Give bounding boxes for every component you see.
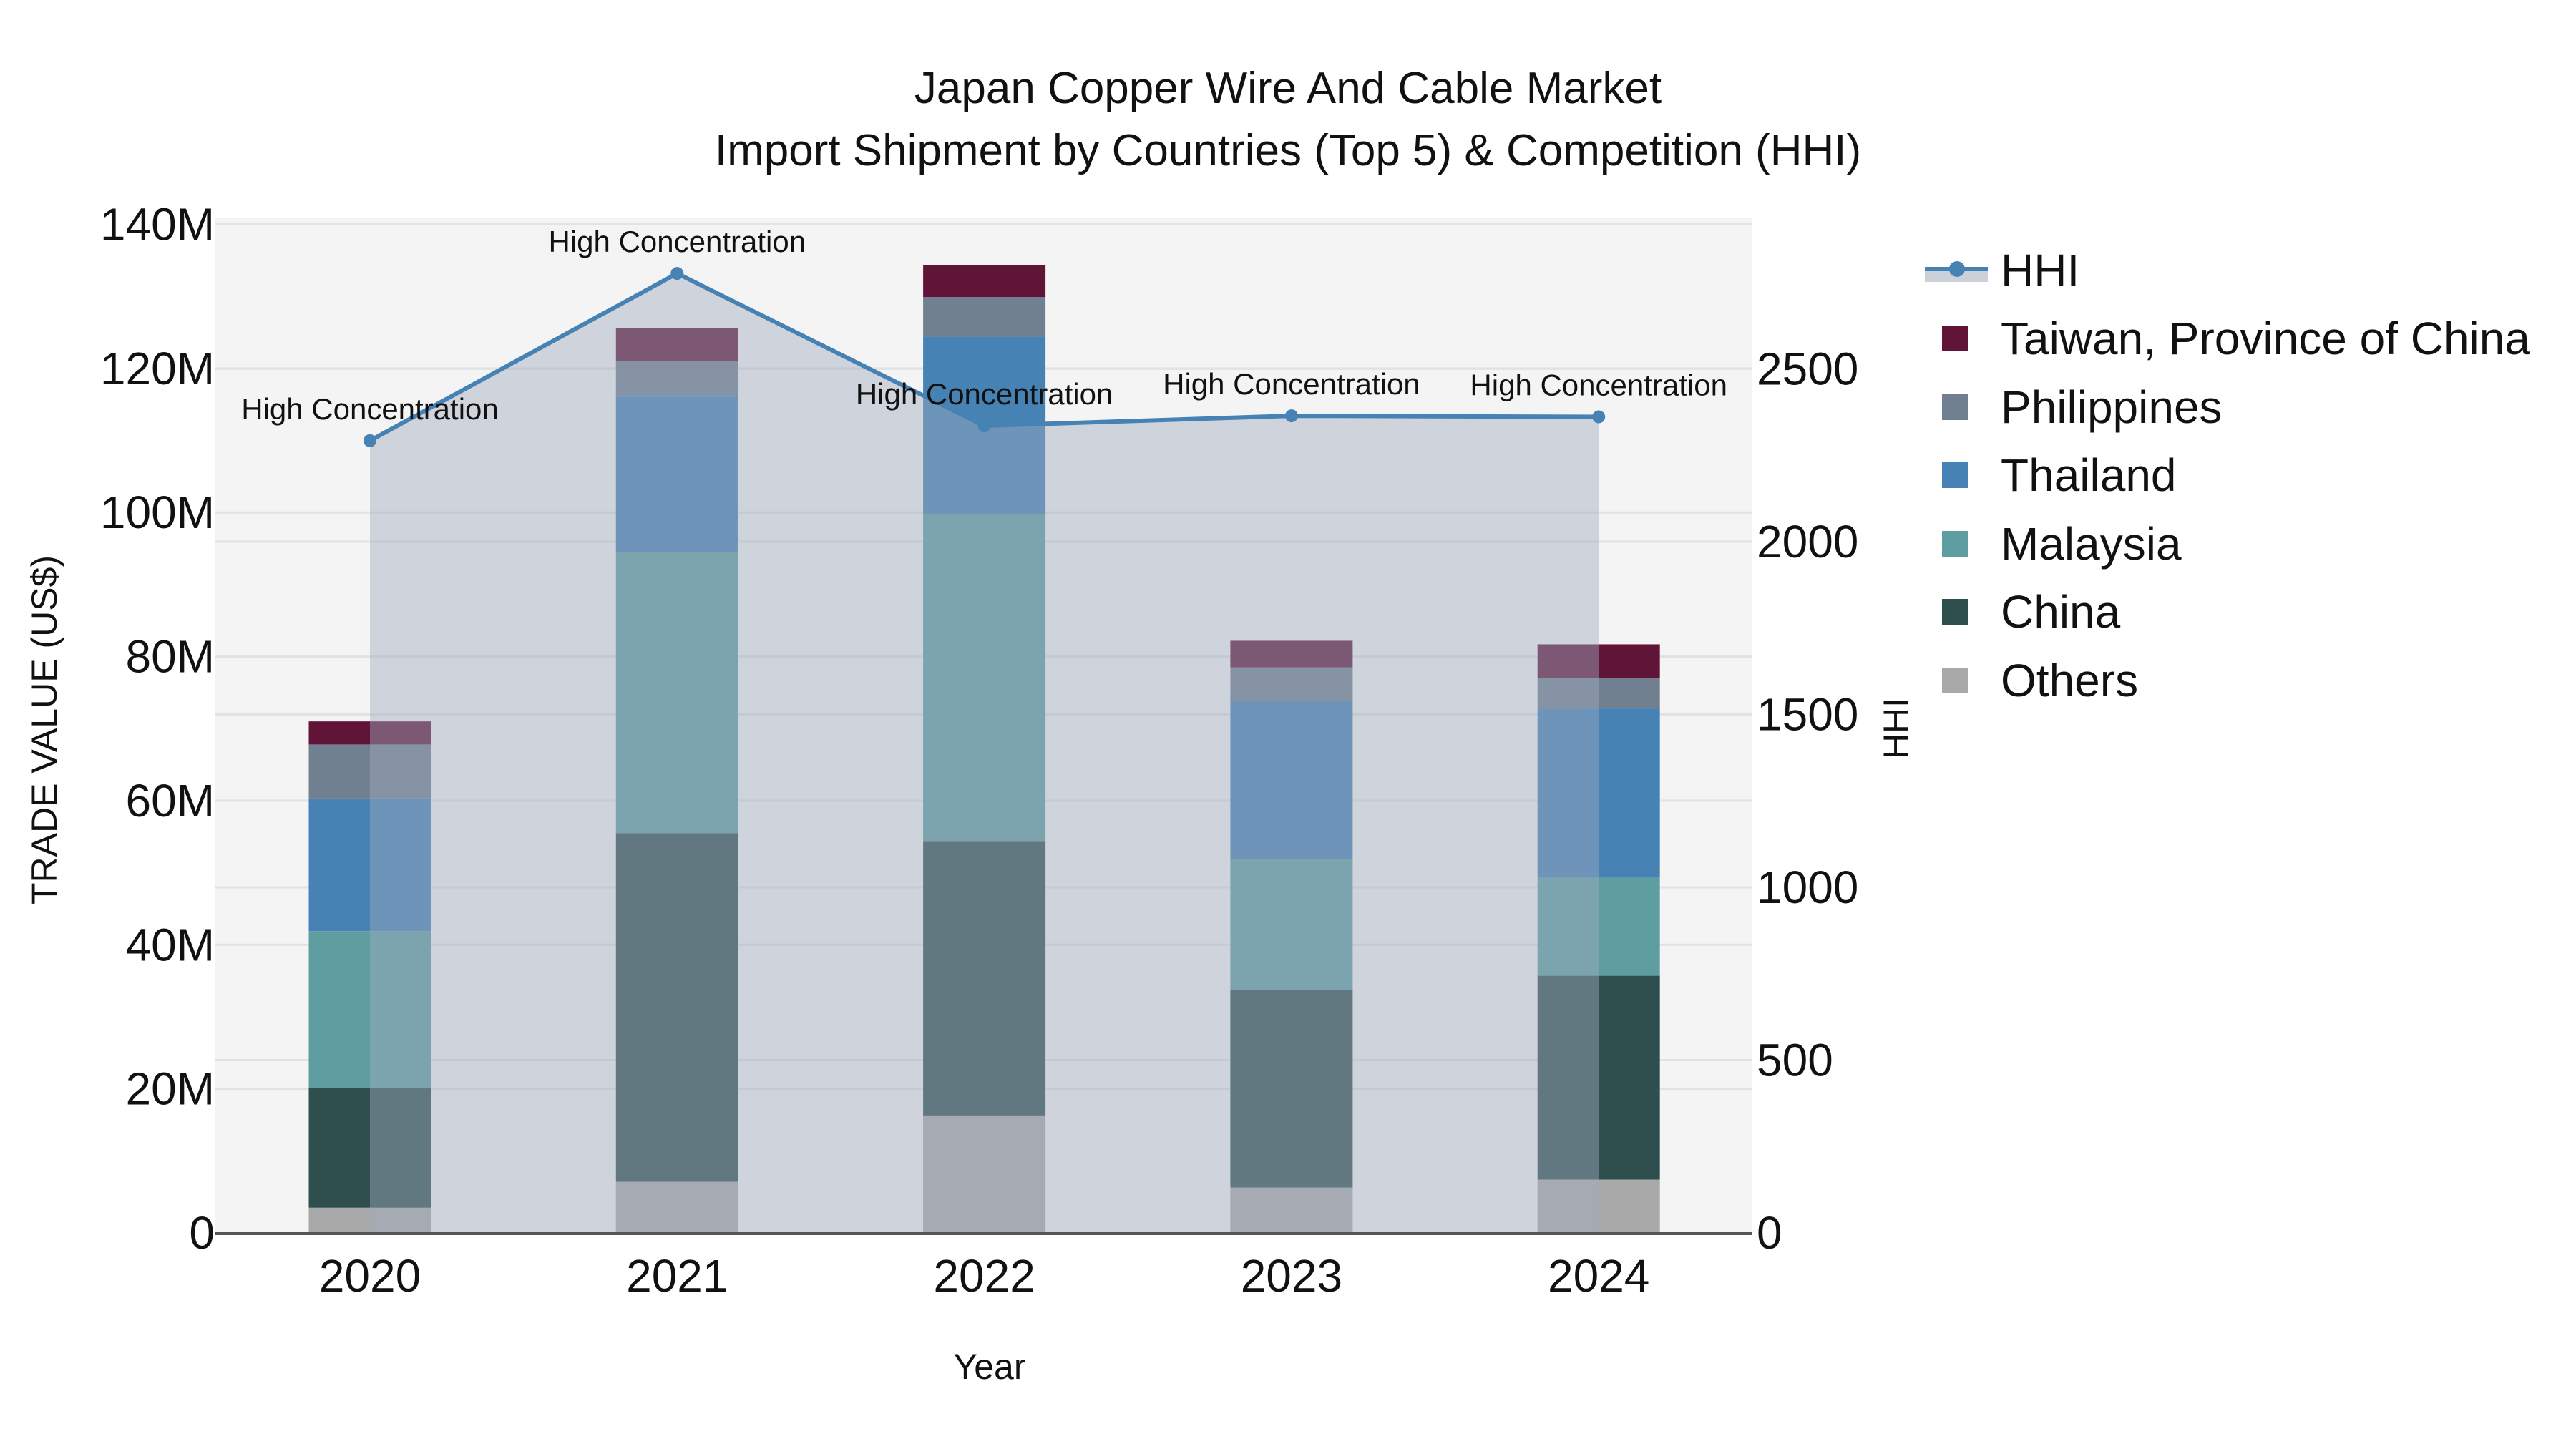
square-swatch-icon [1942,667,1968,693]
y-right-tick-label: 2500 [1757,343,1858,394]
bar-stack-2021[interactable] [615,328,738,1233]
y-right-tick-label: 1500 [1757,688,1858,740]
bar-segment[interactable] [1537,644,1660,678]
bar-segment[interactable] [615,328,738,361]
y-left-tick-label: 0 [189,1207,215,1259]
hhi-point[interactable] [1592,410,1606,424]
legend-item-hhi[interactable]: HHI [1925,236,2530,305]
legend: HHI Taiwan, Province of China Philippine… [1925,236,2530,715]
legend-label: Malaysia [2001,517,2182,570]
legend-item-thailand[interactable]: Thailand [1925,441,2530,510]
bar-segment[interactable] [1230,701,1353,859]
y-axis-right-title: HHI [1876,697,1916,760]
bar-stack-2023[interactable] [1230,640,1353,1233]
x-axis-title: Year [953,1347,1026,1387]
square-swatch-icon [1942,530,1968,557]
bar-segment[interactable] [923,297,1046,337]
bar-segment[interactable] [308,744,431,799]
x-tick-label: 2022 [933,1250,1035,1302]
hhi-area [370,273,1599,1234]
bar-segment[interactable] [615,361,738,397]
bar-segment[interactable] [615,833,738,1182]
bar-segment[interactable] [1230,640,1353,668]
bar-stack-2020[interactable] [308,721,431,1233]
hhi-point[interactable] [670,267,684,280]
hhi-point[interactable] [1284,409,1298,423]
bar-segment[interactable] [615,552,738,834]
y-right-tick-label: 500 [1757,1034,1833,1085]
bar-segment[interactable] [1230,667,1353,701]
hhi-annotation: High Concentration [549,225,806,258]
bar-stack-2024[interactable] [1537,644,1660,1233]
y-left-tick-label: 140M [100,199,215,250]
legend-label: China [2001,586,2121,638]
bar-segment[interactable] [923,514,1046,842]
legend-label: Others [2001,654,2139,706]
chart-title-line1: Japan Copper Wire And Cable Market [914,64,1662,113]
legend-item-others[interactable]: Others [1925,646,2530,715]
bar-segment[interactable] [1537,708,1660,878]
hhi-annotation: High Concentration [1470,369,1727,402]
legend-label: HHI [2001,244,2080,296]
hhi-annotation: High Concentration [1163,367,1420,401]
legend-label: Taiwan, Province of China [2001,313,2530,365]
x-tick-label: 2024 [1548,1250,1649,1302]
bar-segment[interactable] [923,1115,1046,1233]
bar-segment[interactable] [1230,859,1353,990]
y-left-tick-label: 60M [126,775,215,826]
hhi-annotation: High Concentration [856,377,1113,411]
bar-segment[interactable] [1537,1179,1660,1233]
x-tick-label: 2020 [319,1250,421,1302]
y-right-tick-label: 0 [1757,1207,1782,1259]
bar-segment[interactable] [923,265,1046,298]
bar-segment[interactable] [1230,1187,1353,1233]
square-swatch-icon [1942,599,1968,625]
legend-item-taiwan[interactable]: Taiwan, Province of China [1925,305,2530,374]
bar-segment[interactable] [308,931,431,1088]
bar-segment[interactable] [1537,877,1660,976]
legend-label: Philippines [2001,381,2223,433]
line-marker-icon [1925,256,1988,285]
bar-segment[interactable] [923,841,1046,1116]
bar-segment[interactable] [1537,975,1660,1180]
y-left-tick-label: 20M [126,1063,215,1115]
x-tick-label: 2023 [1241,1250,1342,1302]
y-right-tick-label: 2000 [1757,516,1858,567]
y-left-tick-label: 120M [100,343,215,394]
bar-segment[interactable] [308,721,431,745]
bar-segment[interactable] [308,798,431,932]
y-axis-left-title: TRADE VALUE (US$) [24,555,64,905]
y-right-tick-label: 1000 [1757,862,1858,913]
square-swatch-icon [1942,462,1968,489]
bar-segment[interactable] [615,396,738,552]
legend-item-malaysia[interactable]: Malaysia [1925,509,2530,578]
bar-segment[interactable] [308,1088,431,1208]
bar-segment[interactable] [1537,678,1660,709]
square-swatch-icon [1942,326,1968,352]
bar-segment[interactable] [1230,989,1353,1188]
legend-item-china[interactable]: China [1925,578,2530,647]
chart-title-line2: Import Shipment by Countries (Top 5) & C… [714,126,1862,175]
bar-stack-2022[interactable] [923,265,1046,1233]
legend-label: Thailand [2001,449,2177,502]
y-left-tick-label: 40M [126,919,215,970]
hhi-point[interactable] [977,419,991,433]
hhi-point[interactable] [364,434,376,447]
x-tick-label: 2021 [626,1250,728,1302]
legend-item-philippines[interactable]: Philippines [1925,373,2530,441]
y-left-tick-label: 100M [100,487,215,538]
bar-segment[interactable] [308,1207,431,1233]
y-left-tick-label: 80M [126,631,215,683]
hhi-annotation: High Concentration [241,392,499,426]
bar-segment[interactable] [615,1181,738,1233]
square-swatch-icon [1942,394,1968,420]
